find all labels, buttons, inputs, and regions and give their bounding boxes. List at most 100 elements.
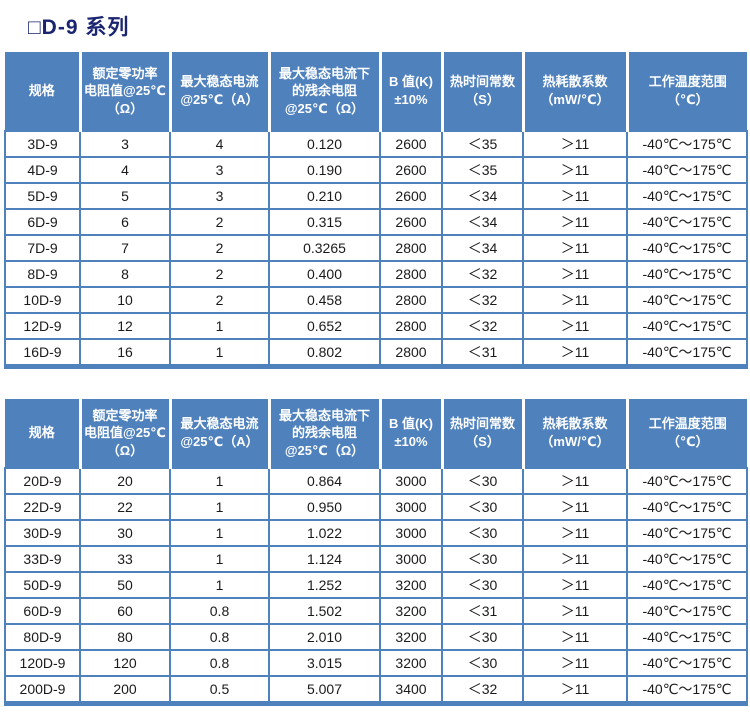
table-cell: 3.015 (268, 649, 381, 677)
table-cell: 8 (79, 260, 171, 288)
table-cell: 10D-9 (4, 286, 81, 314)
table-row: 20D-9 20 1 0.864 3000 ＜30 ＞11 -40℃～175℃ (4, 467, 748, 495)
table-cell: 2800 (379, 234, 443, 262)
table-cell: ＜30 (441, 467, 524, 495)
table-row: 60D-9 60 0.8 1.502 3200 ＜31 ＞11 -40℃～175℃ (4, 597, 748, 625)
table-cell: 2600 (379, 182, 443, 210)
table-cell: 20D-9 (4, 467, 81, 495)
table-cell: 120D-9 (4, 649, 81, 677)
table-cell: 0.3265 (268, 234, 381, 262)
table-cell: -40℃～175℃ (626, 493, 748, 521)
table-cell: 1.022 (268, 519, 381, 547)
table-cell: ＞11 (522, 467, 628, 495)
table-row: 6D-9 6 2 0.315 2600 ＜34 ＞11 -40℃～175℃ (4, 208, 748, 236)
col-header-operating-temp-range: 工作温度范围 （℃） (625, 399, 747, 468)
table-cell: -40℃～175℃ (626, 286, 748, 314)
table-cell: 50D-9 (4, 571, 81, 599)
table-cell: -40℃～175℃ (626, 649, 748, 677)
table-cell: 60 (79, 597, 171, 625)
table-cell: 2 (169, 208, 270, 236)
table-cell: 3000 (379, 493, 443, 521)
col-header-rated-zero-power-resistance: 额定零功率 电阻值@25℃ （Ω） (78, 399, 170, 468)
table-cell: 0.950 (268, 493, 381, 521)
table-cell: -40℃～175℃ (626, 571, 748, 599)
table-cell: 80D-9 (4, 623, 81, 651)
table-cell: 120 (79, 649, 171, 677)
table-cell: ＞11 (522, 545, 628, 573)
table-cell: 2600 (379, 208, 443, 236)
table-cell: 80 (79, 623, 171, 651)
table-cell: 2600 (379, 130, 443, 158)
table-cell: -40℃～175℃ (626, 156, 748, 184)
table-cell: 5.007 (268, 675, 381, 706)
table-cell: ＞11 (522, 571, 628, 599)
table-cell: -40℃～175℃ (626, 208, 748, 236)
table-cell: 16 (79, 338, 171, 369)
table-cell: 30 (79, 519, 171, 547)
table-cell: 5D-9 (4, 182, 81, 210)
table-cell: 3200 (379, 623, 443, 651)
col-header-residual-resistance: 最大稳态电流下 的残余电阻 @25℃（Ω） (267, 399, 380, 468)
table-cell: -40℃～175℃ (626, 597, 748, 625)
page-title: □D-9 系列 (28, 16, 130, 39)
table-row: 200D-9 200 0.5 5.007 3400 ＜32 ＞11 -40℃～175℃ (4, 675, 748, 706)
table-cell: 200 (79, 675, 171, 706)
table-cell: -40℃～175℃ (626, 545, 748, 573)
table-row: 8D-9 8 2 0.400 2800 ＜32 ＞11 -40℃～175℃ (4, 260, 748, 288)
table-cell: 2.010 (268, 623, 381, 651)
col-header-thermal-time-constant: 热时间常数 （S） (440, 52, 523, 131)
table-cell: 60D-9 (4, 597, 81, 625)
table-cell: 0.8 (169, 597, 270, 625)
table-cell: 3 (169, 156, 270, 184)
col-header-spec: 规格 (5, 399, 80, 468)
table-cell: 3000 (379, 519, 443, 547)
table-row: 120D-9 120 0.8 3.015 3200 ＜30 ＞11 -40℃～175℃ (4, 649, 748, 677)
table-cell: 1.124 (268, 545, 381, 573)
table-cell: 6 (79, 208, 171, 236)
table-cell: -40℃～175℃ (626, 467, 748, 495)
table-cell: ＜35 (441, 156, 524, 184)
table-cell: 3200 (379, 597, 443, 625)
table-cell: 8D-9 (4, 260, 81, 288)
col-header-b-value: B 值(K) ±10% (378, 399, 442, 468)
table-cell: 2 (169, 286, 270, 314)
col-header-rated-zero-power-resistance: 额定零功率 电阻值@25℃ （Ω） (78, 52, 170, 131)
table-cell: -40℃～175℃ (626, 519, 748, 547)
table-cell: 200D-9 (4, 675, 81, 706)
table-cell: ＜32 (441, 312, 524, 340)
table-cell: 2 (169, 234, 270, 262)
table-cell: ＜30 (441, 519, 524, 547)
table-cell: 30D-9 (4, 519, 81, 547)
table-cell: 0.210 (268, 182, 381, 210)
table-cell: 1 (169, 519, 270, 547)
table-row: 30D-9 30 1 1.022 3000 ＜30 ＞11 -40℃～175℃ (4, 519, 748, 547)
table-cell: ＞11 (522, 208, 628, 236)
table-cell: ＞11 (522, 338, 628, 369)
table-row: 33D-9 33 1 1.124 3000 ＜30 ＞11 -40℃～175℃ (4, 545, 748, 573)
table-cell: -40℃～175℃ (626, 623, 748, 651)
table-row: 12D-9 12 1 0.652 2800 ＜32 ＞11 -40℃～175℃ (4, 312, 748, 340)
table-cell: 3 (169, 182, 270, 210)
table-cell: 7D-9 (4, 234, 81, 262)
table-cell: ＜34 (441, 182, 524, 210)
table-row: 16D-9 16 1 0.802 2800 ＜31 ＞11 -40℃～175℃ (4, 338, 748, 369)
table-cell: 22 (79, 493, 171, 521)
col-header-residual-resistance: 最大稳态电流下 的残余电阻 @25℃（Ω） (267, 52, 380, 131)
table-cell: ＞11 (522, 156, 628, 184)
table-cell: -40℃～175℃ (626, 234, 748, 262)
table-cell: 2800 (379, 286, 443, 314)
table-cell: ＞11 (522, 312, 628, 340)
table-cell: 3200 (379, 571, 443, 599)
d9-series-table-1: 规格 额定零功率 电阻值@25℃ （Ω） 最大稳态电流 @25℃（A） 最大稳态… (4, 52, 748, 369)
table-cell: ＜32 (441, 286, 524, 314)
table-cell: 0.315 (268, 208, 381, 236)
col-header-spec: 规格 (5, 52, 80, 131)
table-cell: 1 (169, 571, 270, 599)
col-header-thermal-time-constant: 热时间常数 （S） (440, 399, 523, 468)
table-row: 50D-9 50 1 1.252 3200 ＜30 ＞11 -40℃～175℃ (4, 571, 748, 599)
table-1-header-row: 规格 额定零功率 电阻值@25℃ （Ω） 最大稳态电流 @25℃（A） 最大稳态… (5, 52, 747, 131)
table-cell: 0.458 (268, 286, 381, 314)
table-cell: 0.652 (268, 312, 381, 340)
table-cell: 50 (79, 571, 171, 599)
